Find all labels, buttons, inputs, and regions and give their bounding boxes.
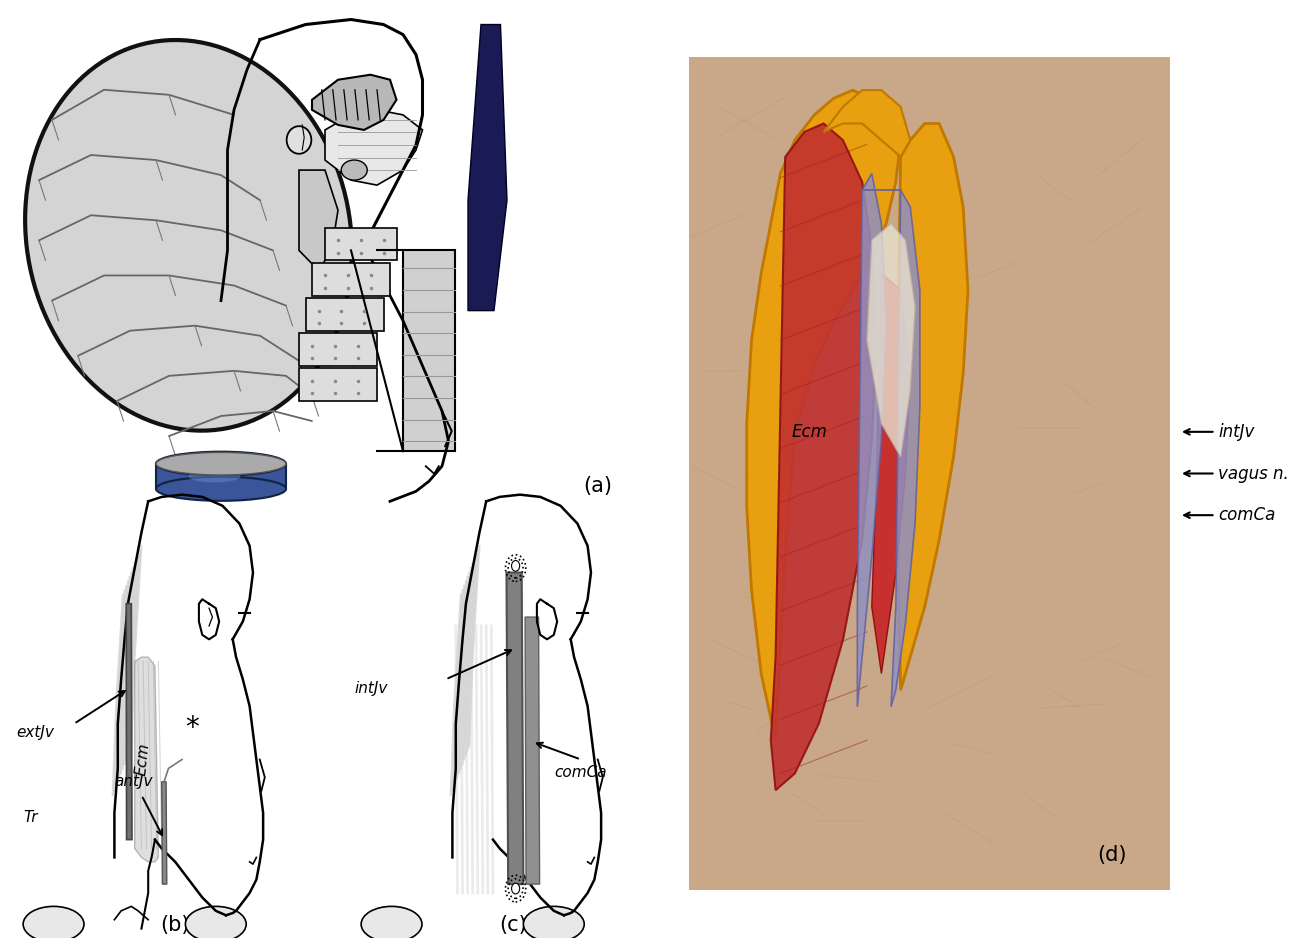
Polygon shape [403,250,455,451]
Polygon shape [325,228,396,260]
Ellipse shape [186,906,246,942]
Ellipse shape [25,40,352,431]
Circle shape [511,561,520,571]
Polygon shape [507,573,524,884]
Ellipse shape [156,476,286,501]
Polygon shape [135,657,159,862]
Polygon shape [325,110,422,186]
Text: *: * [186,714,199,742]
Text: intJv: intJv [355,681,387,696]
Polygon shape [746,90,901,741]
Polygon shape [689,57,1170,890]
Text: (b): (b) [160,916,190,936]
Polygon shape [299,333,377,366]
Text: comCa: comCa [1218,506,1275,525]
Polygon shape [872,274,910,673]
Polygon shape [896,123,968,690]
Polygon shape [468,25,507,311]
Polygon shape [126,604,133,840]
Polygon shape [312,75,396,130]
Polygon shape [771,123,876,790]
Polygon shape [525,617,540,884]
Polygon shape [161,782,166,884]
Ellipse shape [286,126,312,153]
Text: antJv: antJv [114,775,153,789]
Circle shape [511,884,520,894]
Ellipse shape [361,906,422,942]
Text: (c): (c) [499,916,526,936]
Polygon shape [824,90,910,157]
Polygon shape [299,368,377,401]
Text: extJv: extJv [17,725,55,741]
Polygon shape [299,170,338,271]
Polygon shape [858,173,920,706]
Ellipse shape [188,470,240,483]
Text: Ecm: Ecm [134,742,152,777]
Text: comCa: comCa [554,765,606,780]
Ellipse shape [341,160,367,180]
Text: vagus n.: vagus n. [1218,464,1288,483]
Polygon shape [156,464,286,489]
Text: Tr: Tr [23,810,38,825]
Ellipse shape [524,906,584,942]
Text: (d): (d) [1097,845,1127,866]
Polygon shape [867,223,915,456]
Polygon shape [312,263,390,295]
Text: Ecm: Ecm [792,422,827,441]
Text: intJv: intJv [1218,422,1254,441]
Polygon shape [306,298,384,331]
Ellipse shape [156,453,286,475]
Ellipse shape [23,906,84,942]
Ellipse shape [156,452,286,475]
Text: (a): (a) [584,476,612,496]
